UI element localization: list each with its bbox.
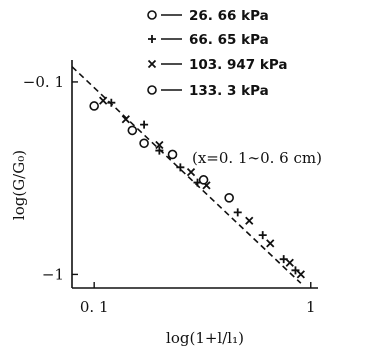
x-tick-label: 0. 1 [80,298,109,316]
data-point [127,125,138,136]
data-point [121,115,130,124]
data-point [258,231,267,240]
data-point [139,138,149,149]
x-tick-label: 1 [306,298,316,316]
data-point [291,266,300,275]
legend-marker [147,85,157,95]
chart-annotation: (x=0. 1∼0. 6 cm) [192,149,322,167]
data-point [155,140,164,150]
data-point [198,175,209,185]
legend-label: 26. 66 kPa [189,8,269,24]
data-point [233,208,242,217]
data-point [285,258,294,267]
data-point [245,216,254,225]
data-point [155,146,164,155]
data-point [186,167,196,177]
data-point [266,239,275,248]
y-tick-label: −1 [42,265,64,283]
data-point [89,101,99,111]
legend-marker [148,35,156,43]
legend-label: 103. 947 kPa [189,57,288,73]
x-axis-label: log(1+l/l₁) [166,329,244,347]
data-point [140,120,149,129]
legend-label: 133. 3 kPa [189,83,269,99]
data-point [296,270,305,279]
data-point [167,149,178,160]
y-tick-label: −0. 1 [23,73,64,91]
legend-label: 66. 65 kPa [189,32,269,48]
legend-marker [147,10,157,20]
data-point [176,163,185,172]
legend-marker [147,59,157,69]
data-point [107,98,116,107]
data-point [224,193,234,203]
data-point [99,96,108,105]
y-axis-label: log(G/G₀) [10,150,28,220]
fit-line [71,66,302,284]
